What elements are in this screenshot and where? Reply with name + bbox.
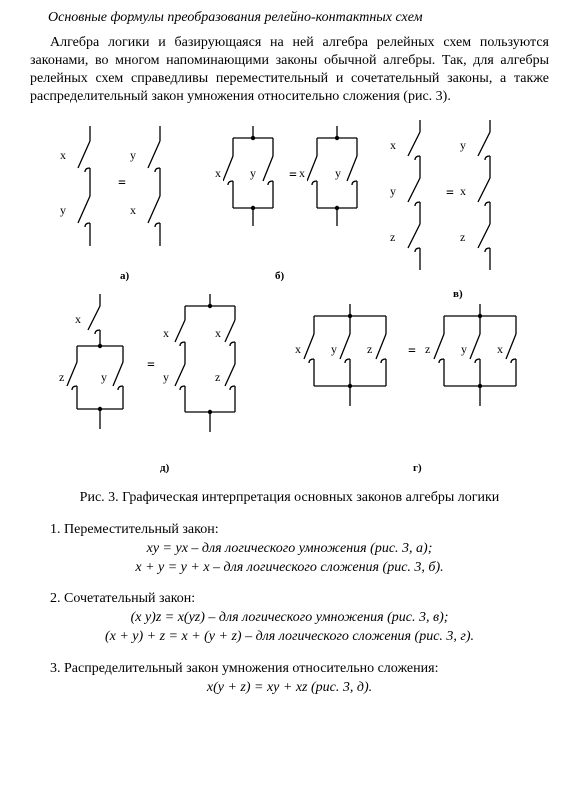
sublabel-b: б) [275, 270, 284, 282]
triple-parallel-xyz-icon [300, 304, 400, 444]
var-y: y [60, 203, 66, 218]
law-1-title: 1. Переместительный закон: [30, 522, 549, 538]
var-z: z [425, 342, 430, 357]
equals-sign-icon: = [289, 168, 297, 184]
law-3: 3. Распределительный закон умножения отн… [30, 661, 549, 698]
law-2-title: 2. Сочетательный закон: [30, 591, 549, 607]
law-1-line-1: xy = yx – для логического умножения (рис… [147, 541, 433, 556]
sublabel-a: а) [120, 270, 129, 282]
equals-sign-icon: = [446, 186, 454, 202]
var-x: x [460, 184, 466, 199]
parallel-xy-icon [223, 126, 283, 246]
var-x: x [163, 326, 169, 341]
var-z: z [59, 370, 64, 385]
panel-b: x y = x y [215, 126, 375, 266]
law-3-title: 3. Распределительный закон умножения отн… [30, 661, 549, 677]
var-x: x [299, 166, 305, 181]
var-z: z [460, 230, 465, 245]
sublabel-g: г) [413, 462, 422, 474]
law-3-line-1: x(y + z) = xy + xz (рис. 3, д). [207, 680, 372, 695]
var-x: x [215, 166, 221, 181]
var-x: x [75, 312, 81, 327]
series-xyz-icon [400, 120, 440, 280]
var-x: x [215, 326, 221, 341]
law-2-line-1: (x y)z = x(yz) – для логического умножен… [131, 610, 449, 625]
intro-paragraph: Алгебра логики и базирующаяся на ней алг… [30, 34, 549, 106]
page: Основные формулы преобразования релейно-… [0, 0, 579, 789]
var-z: z [390, 230, 395, 245]
var-y: y [461, 342, 467, 357]
series-yxz-icon [470, 120, 510, 280]
sublabel-d: д) [160, 462, 169, 474]
var-y: y [101, 370, 107, 385]
xy-xz-parallel-icon [170, 294, 250, 454]
var-x: x [295, 342, 301, 357]
var-x: x [130, 203, 136, 218]
var-z: z [367, 342, 372, 357]
series-yx-icon [140, 126, 180, 246]
figure-row-1: x y = y x [30, 120, 549, 290]
equals-sign-icon: = [408, 344, 416, 360]
var-y: y [331, 342, 337, 357]
var-x: x [60, 148, 66, 163]
var-x: x [497, 342, 503, 357]
law-1: 1. Переместительный закон: xy = yx – для… [30, 522, 549, 578]
equals-sign-icon: = [147, 358, 155, 374]
var-z: z [215, 370, 220, 385]
law-1-line-2: x + y = y + x – для логического сложения… [135, 560, 443, 575]
panel-v: x y z = y x z [390, 120, 540, 290]
var-y: y [335, 166, 341, 181]
var-y: y [390, 184, 396, 199]
series-xy-icon [70, 126, 110, 246]
var-x: x [390, 138, 396, 153]
triple-parallel-zyx-icon [430, 304, 530, 444]
section-heading: Основные формулы преобразования релейно-… [48, 10, 549, 26]
law-2-line-2: (x + y) + z = x + (y + z) – для логическ… [105, 629, 474, 644]
var-y: y [163, 370, 169, 385]
parallel-yx-icon [307, 126, 367, 246]
var-y: y [460, 138, 466, 153]
var-y: y [250, 166, 256, 181]
panel-d: x z y = [55, 294, 265, 464]
figure-row-2: x z y = [30, 294, 549, 484]
var-y: y [130, 148, 136, 163]
figure-caption: Рис. 3. Графическая интерпретация основн… [30, 490, 549, 506]
equals-sign-icon: = [118, 176, 126, 192]
law-2: 2. Сочетательный закон: (x y)z = x(yz) –… [30, 591, 549, 647]
panel-a: x y = y x [60, 126, 210, 266]
panel-g: x y z = [295, 304, 545, 474]
